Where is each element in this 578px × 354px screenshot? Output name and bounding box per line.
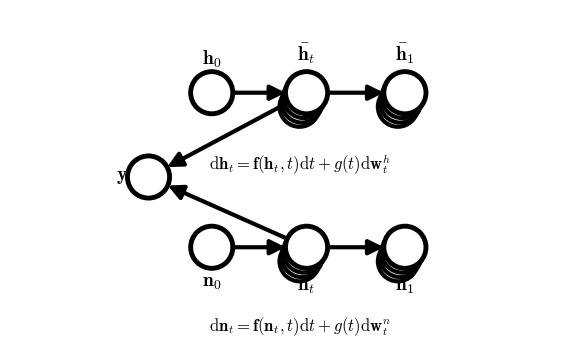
Text: $\mathbf{y}$: $\mathbf{y}$ — [116, 167, 128, 187]
Ellipse shape — [381, 76, 423, 118]
Text: $\mathrm{d}\mathbf{h}_t = \mathbf{f}(\mathbf{h}_t, t)\mathrm{d}t + g(t)\mathrm{d: $\mathrm{d}\mathbf{h}_t = \mathbf{f}(\ma… — [209, 153, 390, 177]
Text: $\bar{\mathbf{h}}_1$: $\bar{\mathbf{h}}_1$ — [395, 42, 414, 66]
Text: $\bar{\mathbf{n}}_t$: $\bar{\mathbf{n}}_t$ — [298, 276, 316, 296]
Text: $\mathbf{h}_0$: $\mathbf{h}_0$ — [202, 49, 222, 70]
Text: $\mathbf{n}_0$: $\mathbf{n}_0$ — [202, 273, 222, 292]
Ellipse shape — [283, 231, 325, 273]
Ellipse shape — [286, 72, 328, 114]
Ellipse shape — [280, 87, 320, 127]
Text: $\mathrm{d}\mathbf{n}_t = \mathbf{f}(\mathbf{n}_t, t)\mathrm{d}t + g(t)\mathrm{d: $\mathrm{d}\mathbf{n}_t = \mathbf{f}(\ma… — [209, 315, 391, 338]
Text: $\bar{\mathbf{h}}_t$: $\bar{\mathbf{h}}_t$ — [298, 42, 316, 66]
Ellipse shape — [281, 82, 323, 122]
Text: $\bar{\mathbf{n}}_1$: $\bar{\mathbf{n}}_1$ — [395, 276, 414, 296]
Ellipse shape — [384, 72, 426, 114]
Ellipse shape — [286, 226, 328, 268]
Ellipse shape — [381, 231, 423, 273]
Ellipse shape — [378, 241, 418, 281]
Ellipse shape — [281, 236, 323, 277]
Ellipse shape — [378, 87, 418, 127]
Ellipse shape — [380, 82, 421, 122]
Ellipse shape — [380, 236, 421, 277]
Ellipse shape — [280, 241, 320, 281]
Ellipse shape — [384, 226, 426, 268]
Ellipse shape — [283, 76, 325, 118]
